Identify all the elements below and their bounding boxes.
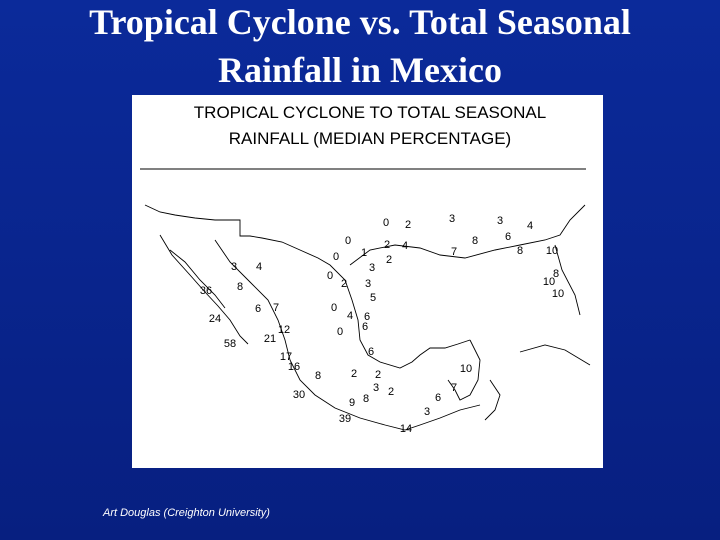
rainfall-label: 10 xyxy=(460,363,472,375)
rainfall-label: 3 xyxy=(424,406,430,418)
rainfall-label: 12 xyxy=(278,324,290,336)
rainfall-label: 7 xyxy=(451,382,457,394)
slide-title: Tropical Cyclone vs. Total Seasonal xyxy=(89,2,631,42)
rainfall-label: 2 xyxy=(386,254,392,266)
coastline xyxy=(349,204,586,316)
rainfall-label: 8 xyxy=(237,281,243,293)
rainfall-label: 10 xyxy=(546,245,558,257)
rainfall-label: 4 xyxy=(347,310,353,322)
rainfall-label: 2 xyxy=(384,239,390,251)
rainfall-label: 36 xyxy=(200,285,212,297)
rainfall-label: 10 xyxy=(552,288,564,300)
rainfall-label: 58 xyxy=(224,338,236,350)
rainfall-label: 14 xyxy=(400,423,412,435)
coastline xyxy=(144,204,471,369)
rainfall-label: 0 xyxy=(331,302,337,314)
rainfall-label: 3 xyxy=(369,262,375,274)
rainfall-label: 8 xyxy=(472,235,478,247)
rainfall-label: 0 xyxy=(337,326,343,338)
rainfall-label: 6 xyxy=(364,311,370,323)
rainfall-label: 6 xyxy=(362,321,368,333)
rainfall-label: 10 xyxy=(543,276,555,288)
rainfall-label: 2 xyxy=(388,386,394,398)
rainfall-label: 6 xyxy=(255,303,261,315)
rainfall-label: 8 xyxy=(315,370,321,382)
rainfall-label: 3 xyxy=(231,261,237,273)
rainfall-label: 3 xyxy=(365,278,371,290)
rainfall-label: 4 xyxy=(256,261,262,273)
rainfall-label: 39 xyxy=(339,413,351,425)
rainfall-label: 1 xyxy=(361,247,367,259)
rainfall-label: 2 xyxy=(375,369,381,381)
rainfall-label: 8 xyxy=(363,393,369,405)
rainfall-label: 3 xyxy=(373,382,379,394)
rainfall-label: 0 xyxy=(333,251,339,263)
slide-title: Rainfall in Mexico xyxy=(218,50,502,90)
rainfall-label: 5 xyxy=(370,292,376,304)
rainfall-label: 0 xyxy=(327,270,333,282)
map-title: RAINFALL (MEDIAN PERCENTAGE) xyxy=(229,129,511,148)
rainfall-label: 8 xyxy=(553,268,559,280)
rainfall-label: 21 xyxy=(264,333,276,345)
rainfall-label: 4 xyxy=(527,220,533,232)
rainfall-label: 17 xyxy=(280,351,292,363)
rainfall-label: 24 xyxy=(209,313,221,325)
rainfall-label: 7 xyxy=(273,302,279,314)
rainfall-label: 7 xyxy=(451,246,457,258)
rainfall-label: 0 xyxy=(383,217,389,229)
rainfall-label: 9 xyxy=(349,397,355,409)
rainfall-label: 2 xyxy=(351,368,357,380)
rainfall-label: 6 xyxy=(368,346,374,358)
map: TROPICAL CYCLONE TO TOTAL SEASONAL RAINF… xyxy=(132,95,603,468)
coastline xyxy=(447,339,591,421)
rainfall-label: 2 xyxy=(405,219,411,231)
rainfall-label: 2 xyxy=(341,278,347,290)
rainfall-label: 30 xyxy=(293,389,305,401)
credit: Art Douglas (Creighton University) xyxy=(102,507,270,519)
rainfall-label: 3 xyxy=(449,213,455,225)
rainfall-label: 3 xyxy=(497,215,503,227)
rainfall-label: 4 xyxy=(402,240,408,252)
rainfall-label: 6 xyxy=(435,392,441,404)
rainfall-label: 6 xyxy=(505,231,511,243)
rainfall-label: 8 xyxy=(517,245,523,257)
map-panel xyxy=(132,95,603,468)
coastline xyxy=(159,234,249,345)
map-title: TROPICAL CYCLONE TO TOTAL SEASONAL xyxy=(194,103,546,122)
rainfall-label: 16 xyxy=(288,361,300,373)
coastline xyxy=(214,239,481,431)
rainfall-label: 0 xyxy=(345,235,351,247)
